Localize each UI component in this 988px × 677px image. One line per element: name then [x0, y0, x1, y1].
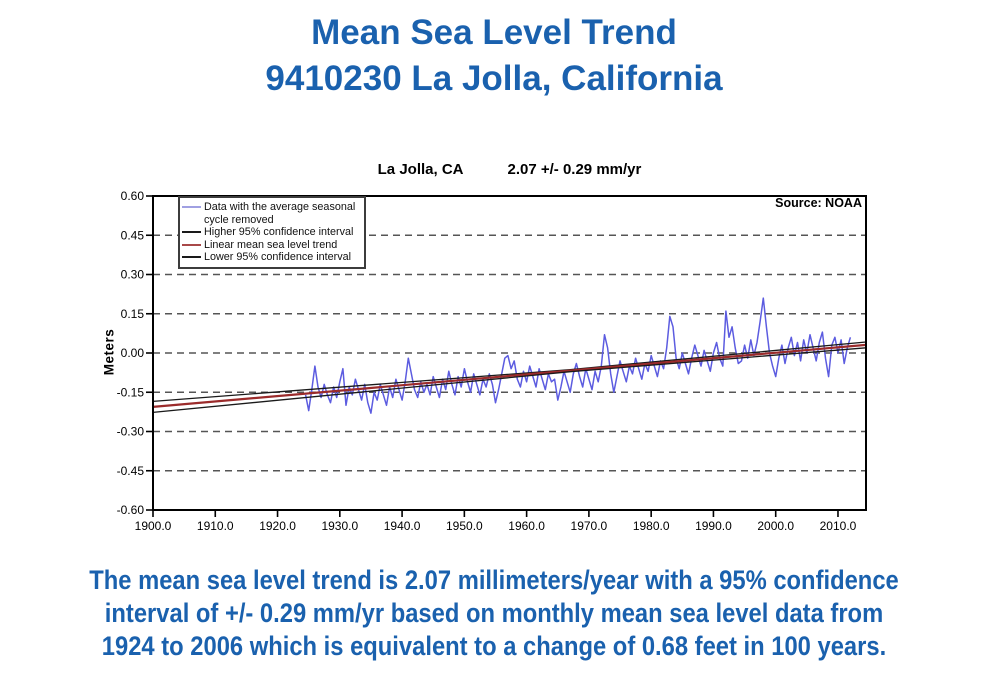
page-title: Mean Sea Level Trend 9410230 La Jolla, C… — [0, 10, 988, 102]
legend-item-label: Data with the average seasonal cycle rem… — [204, 201, 356, 226]
lower-ci-sample-line — [182, 256, 201, 259]
legend-item-label: Linear mean sea level trend — [204, 238, 338, 251]
y-axis-tick-label: 0.30 — [121, 268, 145, 282]
legend-item-trend: Linear mean sea level trend — [182, 239, 361, 252]
x-axis-tick-label: 1920.0 — [259, 519, 296, 533]
y-axis-tick-label: 0.00 — [121, 346, 145, 360]
y-axis-tick-label: 0.60 — [121, 189, 145, 203]
y-axis-tick-label: 0.15 — [121, 307, 145, 321]
y-axis-tick-label: -0.15 — [117, 385, 145, 399]
trend-rate-label: 2.07 +/- 0.29 mm/yr — [507, 161, 642, 178]
x-axis-tick-label: 1990.0 — [695, 519, 732, 533]
x-axis-tick-label: 1980.0 — [633, 519, 670, 533]
legend-item-higher-ci: Higher 95% confidence interval — [182, 226, 361, 239]
higher-ci-sample-line — [182, 231, 201, 234]
source-label: Source: NOAA — [775, 196, 862, 210]
y-axis-tick-label: -0.60 — [117, 503, 145, 517]
y-axis-title: Meters — [101, 328, 117, 376]
trend-summary-line1: The mean sea level trend is 2.07 millime… — [89, 565, 899, 595]
legend-item-data: Data with the average seasonal cycle rem… — [182, 201, 361, 226]
x-axis-tick-label: 1970.0 — [571, 519, 608, 533]
page-title-line1: Mean Sea Level Trend — [311, 13, 677, 52]
ci-series-line — [152, 347, 867, 414]
x-axis-tick-label: 1940.0 — [384, 519, 421, 533]
plot-border — [152, 195, 867, 511]
page-title-line2: 9410230 La Jolla, California — [265, 59, 723, 98]
trend-summary-line3: 1924 to 2006 which is equivalent to a ch… — [101, 631, 887, 661]
y-axis-tick-label: -0.45 — [117, 464, 145, 478]
legend-item-label: Higher 95% confidence interval — [204, 226, 354, 239]
legend-item-label: Lower 95% confidence interval — [204, 251, 352, 264]
trend-summary-line2: interval of +/- 0.29 mm/yr based on mont… — [104, 598, 884, 628]
trend-sample-line — [182, 243, 201, 246]
trend-series-line — [152, 343, 867, 408]
x-axis-tick-label: 2000.0 — [757, 519, 794, 533]
x-axis-tick-label: 1910.0 — [197, 519, 234, 533]
data-series-sample-line — [182, 206, 201, 208]
sea-level-plot: 0.60 0.45 0.30 0.15 0.00 -0.15 -0.30 -0.45 -0.60… — [117, 189, 867, 533]
chart-header: La Jolla, CA 2.07 +/- 0.29 mm/yr — [153, 161, 866, 178]
legend-item-lower-ci: Lower 95% confidence interval — [182, 251, 361, 264]
x-axis-tick-label: 1950.0 — [446, 519, 483, 533]
x-axis-tick-label: 1960.0 — [508, 519, 545, 533]
y-axis-tick-label: -0.30 — [117, 425, 145, 439]
x-axis-tick-label: 1900.0 — [135, 519, 172, 533]
x-axis-tick-label: 1930.0 — [321, 519, 358, 533]
trend-summary-text: The mean sea level trend is 2.07 millime… — [0, 564, 988, 663]
station-label: La Jolla, CA — [377, 161, 464, 178]
x-axis-tick-label: 2010.0 — [820, 519, 857, 533]
legend: Data with the average seasonal cycle rem… — [178, 196, 366, 269]
y-axis-tick-label: 0.45 — [121, 228, 145, 242]
